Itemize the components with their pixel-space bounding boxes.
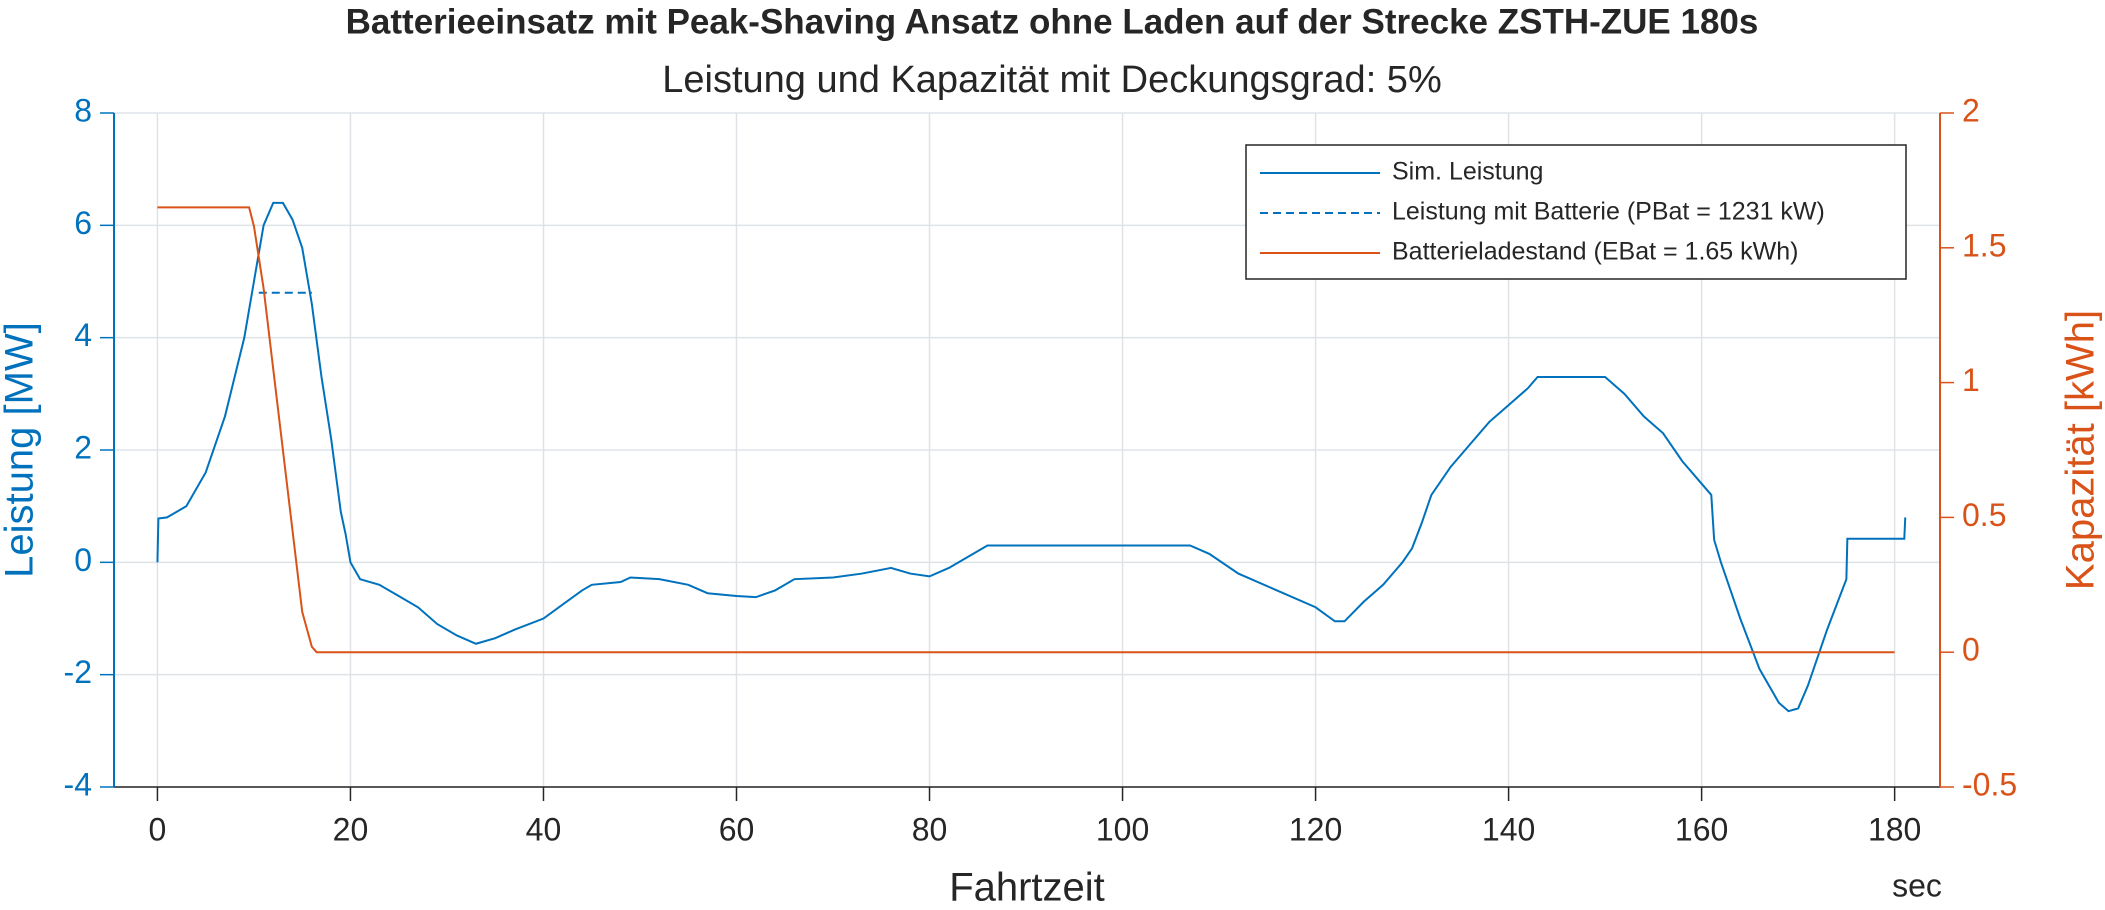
y-tick-label: -2 [64,654,92,690]
series-line [156,201,1907,713]
y-tick-label: 8 [74,92,92,128]
x-tick-label: 60 [719,811,755,847]
y2-tick-label: 1.5 [1962,227,2006,263]
x-tick-label: 0 [149,811,167,847]
y-tick-label: -4 [64,766,92,802]
x-axis-label: Fahrtzeit [949,866,1105,910]
x-tick-label: 120 [1289,811,1342,847]
x-tick-label: 40 [526,811,562,847]
y2-tick-label: 1 [1962,362,1980,398]
series-line [157,206,1895,654]
legend-label: Sim. Leistung [1392,158,1543,186]
legend-label: Batterieladestand (EBat = 1.65 kWh) [1392,238,1798,266]
y2-tick-label: -0.5 [1962,766,2017,802]
x-tick-label: 140 [1482,811,1535,847]
legend-label: Leistung mit Batterie (PBat = 1231 kW) [1392,198,1825,226]
chart-subtitle: Leistung und Kapazität mit Deckungsgrad:… [662,59,1441,101]
x-tick-label: 160 [1675,811,1728,847]
legend: Sim. Leistung Leistung mit Batterie (PBat… [1245,144,1907,280]
y-axis-label: Leistung [MW] [0,322,42,578]
y2-tick-label: 2 [1962,92,1980,128]
y2-axis-label: Kapazität [kWh] [2059,310,2103,590]
y-tick-label: 0 [74,542,92,578]
x-tick-label: 100 [1096,811,1149,847]
x-tick-label: 180 [1868,811,1921,847]
y2-tick-label: 0 [1962,632,1980,668]
x-tick-label: 80 [912,811,948,847]
y2-tick-label: 0.5 [1962,497,2006,533]
y-tick-label: 2 [74,429,92,465]
y-tick-label: 4 [74,317,92,353]
x-tick-label: 20 [333,811,369,847]
y-tick-label: 6 [74,205,92,241]
x-axis-unit: sec [1892,867,1942,903]
chart-title: Batterieeinsatz mit Peak-Shaving Ansatz … [346,2,1759,41]
